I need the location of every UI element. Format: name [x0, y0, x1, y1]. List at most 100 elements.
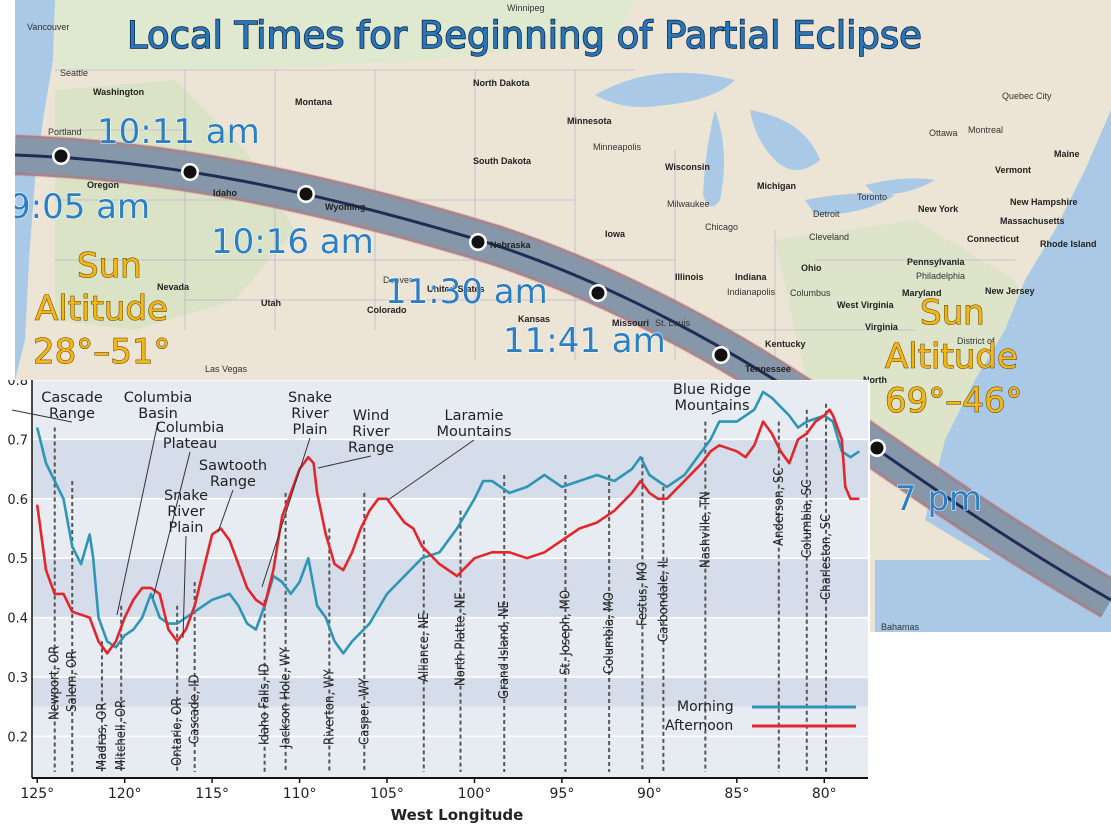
- altitude-chart: 0.2 0.3 0.4 0.5 0.6 0.7 0.8 125° 120° 115° 110° 10…: [0, 380, 870, 832]
- x-tick-label: 85°: [724, 786, 749, 802]
- map-place-label: North Dakota: [473, 78, 530, 88]
- map-place-label: Iowa: [605, 229, 626, 239]
- map-place-label: Washington: [93, 87, 144, 97]
- map-place-label: Maryland: [902, 288, 942, 298]
- y-tick-label: 0.2: [7, 730, 28, 745]
- pacific-ocean: [15, 0, 55, 380]
- region-annotation: Basin: [138, 406, 178, 422]
- region-annotation: Plain: [169, 520, 204, 536]
- map-place-label: Nevada: [157, 282, 190, 292]
- grid-band: [32, 677, 868, 707]
- map-place-label: Virginia: [865, 322, 899, 332]
- city-label: Idaho Falls, ID: [258, 664, 273, 746]
- region-annotation: Wind: [353, 408, 389, 424]
- region-leader-line: [182, 535, 187, 639]
- map-place-label: Winnipeg: [507, 3, 545, 13]
- region-annotation: Mountains: [436, 424, 511, 440]
- region-leader-line: [116, 421, 159, 616]
- region-annotation: Snake: [164, 488, 208, 504]
- map-place-label: District of: [957, 336, 995, 346]
- x-tick-labels: 125° 120° 115° 110° 105° 100° 95° 90° 85° 80°: [20, 778, 837, 802]
- map-place-label: Illinois: [675, 272, 704, 282]
- city-label: Salem, OR: [65, 651, 80, 712]
- x-tick-label: 105°: [370, 786, 404, 802]
- map-place-label: St. Louis: [655, 318, 691, 328]
- city-labels: Newport, OR Salem, OR Madras, OR Mitchell, …: [48, 467, 834, 770]
- city-label: Riverton, WY: [322, 669, 337, 745]
- region-annotation: Cascade: [41, 390, 103, 406]
- map-place-label: Minnesota: [567, 116, 612, 126]
- map-place-label: Rhode Island: [1040, 239, 1097, 249]
- map-place-label: Las Vegas: [205, 364, 248, 374]
- city-label: Columbia, SC: [800, 480, 815, 558]
- region-annotation: Snake: [288, 390, 332, 406]
- region-annotation: Columbia: [124, 390, 192, 406]
- altitude-west-line2: Altitude: [35, 289, 168, 329]
- map-place-label: Portland: [48, 127, 82, 137]
- lake-erie: [805, 193, 895, 215]
- series-line-morning: [35, 390, 861, 655]
- region-annotation: Plateau: [163, 436, 217, 452]
- map-place-label: Vermont: [995, 165, 1031, 175]
- path-marker-dot: [471, 235, 485, 249]
- region-annotation: Range: [49, 406, 95, 422]
- region-annotation: Blue Ridge: [673, 382, 751, 398]
- map-place-label: Oregon: [87, 180, 119, 190]
- path-marker-dot: [183, 165, 197, 179]
- lake-superior: [595, 72, 735, 108]
- map-place-label: New Hampshire: [1010, 197, 1078, 207]
- map-place-label: South Dakota: [473, 156, 532, 166]
- map-place-label: Kansas: [518, 314, 550, 324]
- map-place-label: Seattle: [60, 68, 88, 78]
- region-annotation: River: [291, 406, 329, 422]
- map-place-label: Milwaukee: [667, 199, 710, 209]
- lake-huron: [750, 110, 820, 170]
- time-label: 10:11 am: [97, 112, 260, 152]
- region-leader-line: [317, 455, 372, 469]
- axes: [31, 380, 868, 779]
- y-tick-label: 0.6: [7, 493, 28, 508]
- region-leader-line: [261, 437, 311, 588]
- path-marker-dot: [591, 286, 605, 300]
- map-place-label: Indiana: [735, 272, 767, 282]
- city-label: Festus, MO: [635, 562, 650, 626]
- x-tick-label: 120°: [108, 786, 142, 802]
- map-place-label: North: [863, 375, 887, 385]
- map-place-label: Connecticut: [967, 234, 1019, 244]
- map-place-label: Toronto: [857, 192, 887, 202]
- region-leader-line: [217, 489, 234, 533]
- grid-band: [32, 380, 868, 440]
- city-label: Cascade, ID: [188, 674, 203, 744]
- altitude-east-line2: Altitude: [885, 337, 1018, 377]
- path-marker-dot: [54, 149, 68, 163]
- altitude-east-line3: 69°–46°: [885, 381, 1023, 421]
- map-place-label: Bahamas: [881, 622, 920, 632]
- city-label: Jackson Hole, WY: [279, 646, 294, 749]
- map-place-label: Nebraska: [490, 240, 532, 250]
- region-annotation: Columbia: [156, 420, 224, 436]
- city-label: Nashville, TN: [698, 491, 713, 568]
- series-lines: [35, 390, 861, 655]
- x-axis-title: West Longitude: [391, 806, 524, 824]
- y-tick-label: 0.4: [7, 612, 28, 627]
- city-label: Mitchell, OR: [114, 700, 129, 770]
- eclipse-centerline: [15, 153, 1111, 602]
- map-place-label: Maine: [1054, 149, 1080, 159]
- city-label: North Platte, NE: [453, 592, 468, 686]
- path-marker-dot: [870, 441, 884, 455]
- y-tick-label: 0.7: [7, 433, 28, 448]
- x-tick-label: 80°: [812, 786, 837, 802]
- map-place-label: United States: [427, 284, 485, 294]
- map-title: Local Times for Beginning of Partial Ecl…: [127, 14, 922, 57]
- time-label: 11:41 am: [503, 321, 666, 361]
- city-label: St. Joseph, MO: [558, 590, 573, 675]
- x-tick-label: 95°: [550, 786, 575, 802]
- legend-morning-label: Morning: [677, 699, 734, 715]
- city-label: Carbondale, IL: [656, 557, 671, 642]
- map-place-label: Pennsylvania: [907, 257, 966, 267]
- time-label: 7 pm: [895, 479, 982, 519]
- grid-band: [32, 617, 868, 678]
- grid-band: [32, 498, 868, 559]
- region-leader-line: [11, 409, 73, 423]
- map-place-label: Philadelphia: [916, 271, 965, 281]
